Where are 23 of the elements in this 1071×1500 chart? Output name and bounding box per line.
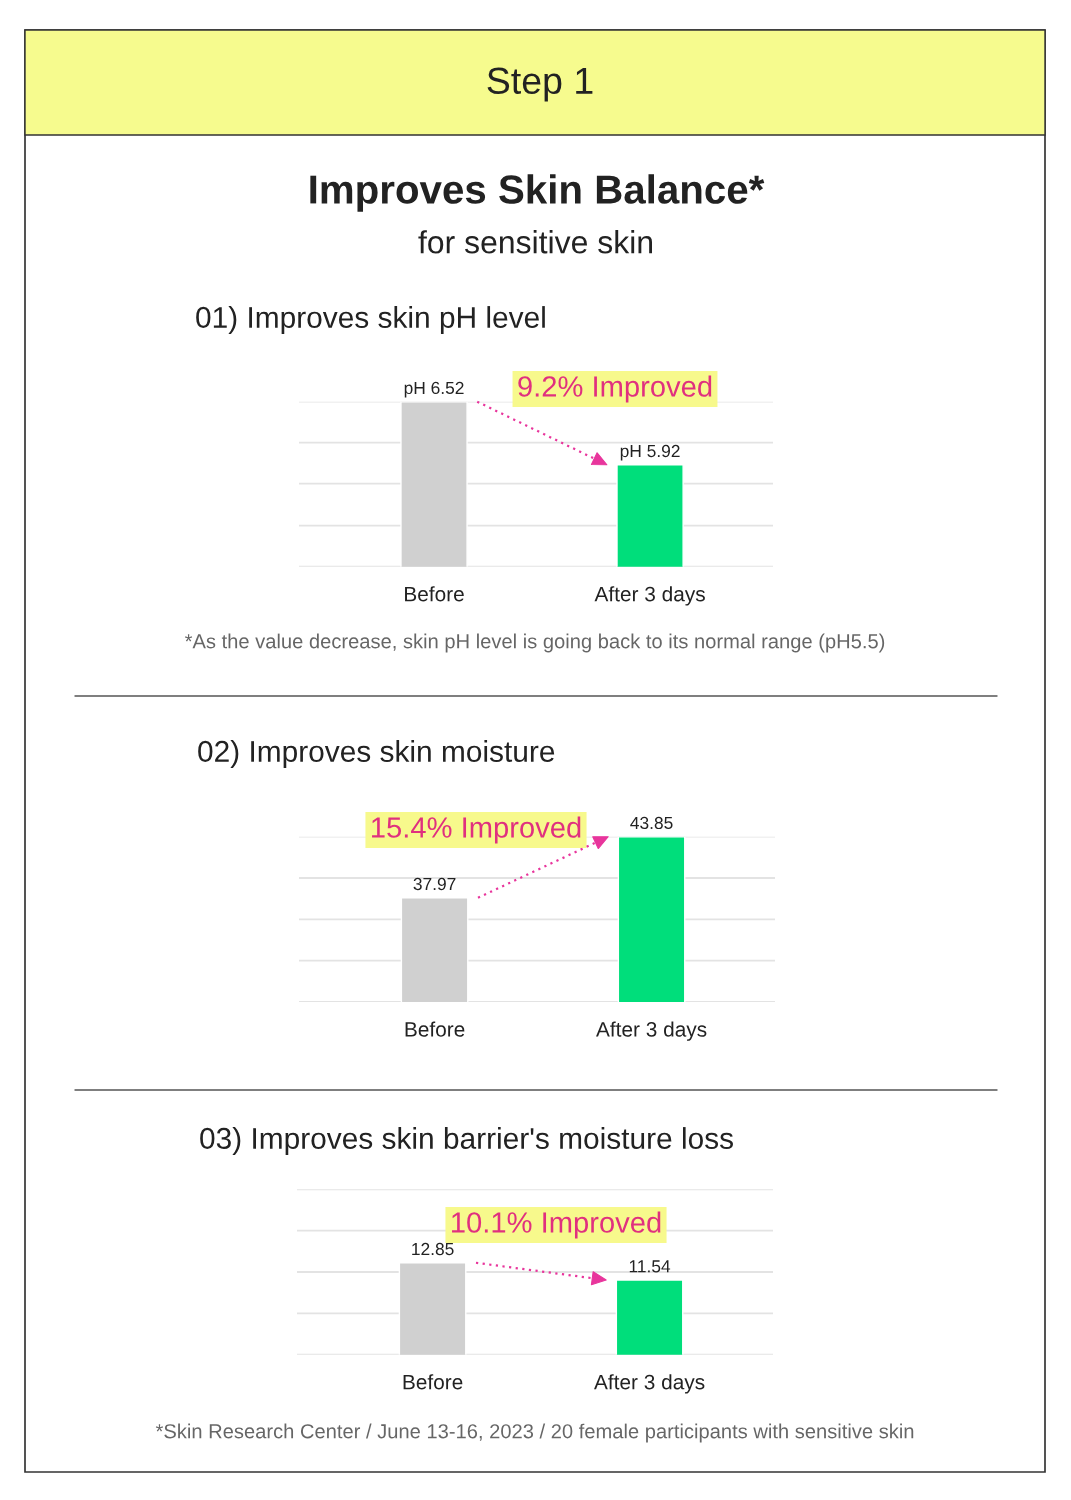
data-label: pH 5.92: [620, 444, 680, 461]
x-tick-label: Before: [405, 1021, 465, 1037]
data-label: 43.85: [630, 816, 673, 830]
chart-title: 01) Improves skin pH level: [196, 306, 545, 334]
x-tick-label: Before: [403, 1374, 463, 1390]
text: Step 1: [487, 67, 593, 102]
text: *Skin Research Center / June 13-16, 2023 / 20 female participants with sensitive skin: [155, 1423, 914, 1443]
data-label: 37.97: [413, 877, 456, 891]
annotation: 10.1% Improved: [452, 1211, 661, 1239]
data-label: 11.54: [629, 1260, 671, 1273]
text: for sensitive skin: [418, 230, 652, 254]
chart-title: 03) Improves skin barrier's moisture loss: [200, 1127, 733, 1155]
data-label: 12.85: [412, 1242, 454, 1256]
x-tick-label: After 3 days: [596, 1021, 707, 1041]
x-tick-label: Before: [405, 586, 464, 602]
x-tick-label: After 3 days: [594, 1374, 705, 1394]
data-label: pH 6.52: [404, 381, 464, 398]
text: *As the value decrease, skin pH level is going back to its normal range (pH5.5): [184, 633, 885, 653]
annotation: 9.2% Improved: [518, 375, 712, 403]
text: Improves Skin Balance*: [310, 174, 765, 212]
x-tick-label: After 3 days: [594, 586, 705, 606]
annotation: 15.4% Improved: [372, 816, 581, 844]
chart-title: 02) Improves skin moisture: [198, 740, 555, 768]
